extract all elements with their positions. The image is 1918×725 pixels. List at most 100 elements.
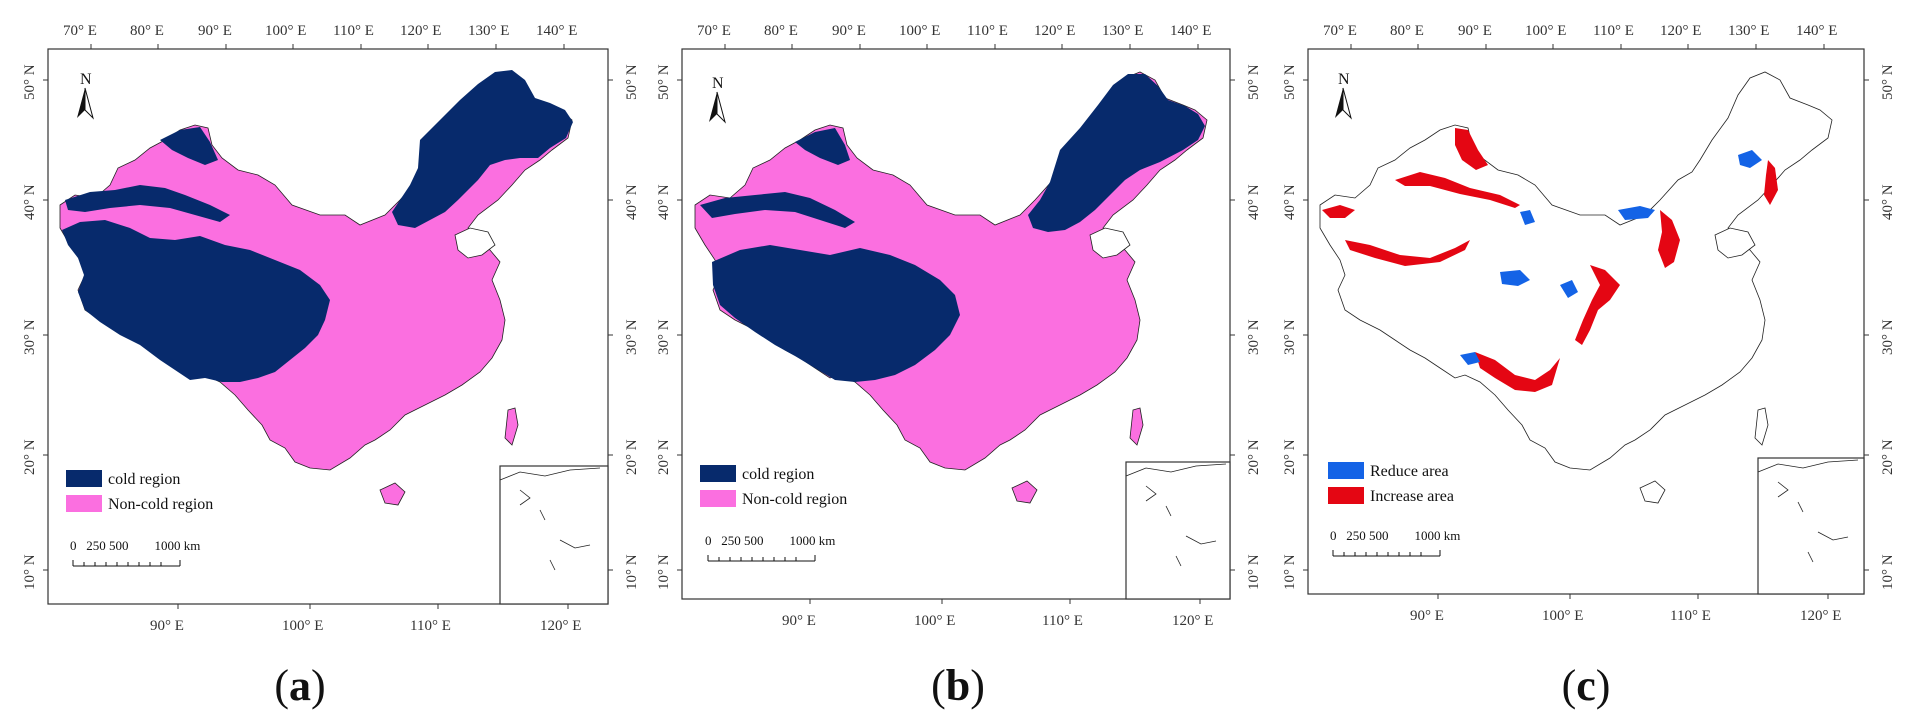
taiwan-island-b: [1129, 407, 1144, 446]
left-tick-label-a: 30° N: [22, 319, 38, 355]
taiwan-island: [504, 407, 519, 446]
bottom-tick-label-c: 100° E: [1542, 608, 1583, 624]
bottom-tick-label-c: 120° E: [1800, 608, 1841, 624]
north-label-c: N: [1338, 71, 1350, 88]
cold-tianshan: [65, 185, 230, 222]
axis-labels: 70° E 80° E 90° E 100° E 110° E 120° E 130° E 1…: [22, 23, 1896, 634]
cold-tianshan-b: [700, 192, 855, 228]
top-tick-label-b: 130° E: [1102, 23, 1143, 39]
reduce-yunnan: [1460, 352, 1480, 365]
increase-qinling: [1575, 265, 1620, 345]
left-tick-label-b: 10° N: [656, 554, 672, 590]
right-tick-label-a: 40° N: [624, 184, 640, 220]
top-tick-label-a: 110° E: [333, 23, 374, 39]
inset-south-china-sea-a: [499, 465, 609, 605]
cold-northeast: [392, 70, 573, 228]
bottom-tick-label-b: 100° E: [914, 613, 955, 629]
right-tick-label-a: 30° N: [624, 319, 640, 355]
left-tick-label-a: 20° N: [22, 439, 38, 475]
right-tick-label-b: 40° N: [1246, 184, 1262, 220]
inset-coast-b: [1125, 463, 1227, 567]
cold-northeast-b: [1028, 74, 1205, 232]
reduce-xinjiang-east: [1520, 210, 1535, 225]
top-tick-label-a: 70° E: [63, 23, 97, 39]
scale-label-c: 0 250 500 1000 km: [1330, 528, 1460, 543]
left-tick-label-c: 40° N: [1282, 184, 1298, 220]
top-tick-label-c: 80° E: [1390, 23, 1424, 39]
bottom-tick-label-a: 110° E: [410, 618, 451, 634]
right-tick-label-b: 50° N: [1246, 64, 1262, 100]
top-tick-label-a: 120° E: [400, 23, 441, 39]
hainan-island-b: [1011, 480, 1038, 504]
left-tick-label-c: 10° N: [1282, 554, 1298, 590]
inset-south-china-sea-b: [1125, 461, 1231, 600]
legend-swatch-increase: [1328, 487, 1364, 504]
right-tick-label-c: 50° N: [1880, 64, 1896, 100]
bottom-tick-label-c: 110° E: [1670, 608, 1711, 624]
left-tick-label-c: 20° N: [1282, 439, 1298, 475]
left-tick-label-a: 40° N: [22, 184, 38, 220]
legend-swatch-cold-b: [700, 465, 736, 482]
increase-hengduan: [1475, 352, 1560, 392]
legend-swatch-reduce: [1328, 462, 1364, 479]
legend-swatch-cold-a: [66, 470, 102, 487]
bottom-tick-label-a: 100° E: [282, 618, 323, 634]
bohai-sea-b: [1089, 227, 1131, 259]
legend-label-reduce: Reduce area: [1370, 463, 1449, 480]
hainan-island: [379, 482, 406, 506]
top-tick-label-a: 80° E: [130, 23, 164, 39]
reduce-hexi: [1618, 206, 1655, 220]
panel-c-frame: [1307, 48, 1865, 595]
scale-bar-c: 0 250 500 1000 km: [1330, 528, 1460, 557]
cold-altai: [160, 127, 218, 165]
top-tick-label-a: 100° E: [265, 23, 306, 39]
top-tick-label-c: 140° E: [1796, 23, 1837, 39]
left-tick-label-c: 50° N: [1282, 64, 1298, 100]
left-tick-label-b: 40° N: [656, 184, 672, 220]
increase-west: [1322, 205, 1355, 218]
legend-label-cold-b: cold region: [742, 466, 814, 483]
cold-tibet: [62, 220, 330, 382]
increase-altai: [1455, 128, 1488, 170]
top-tick-label-c: 90° E: [1458, 23, 1492, 39]
left-tick-label-b: 30° N: [656, 319, 672, 355]
bottom-tick-label-a: 90° E: [150, 618, 184, 634]
caption-b: (b): [931, 661, 985, 710]
legend-label-increase: Increase area: [1370, 488, 1454, 505]
increase-northeast: [1764, 160, 1778, 205]
legend-swatch-noncold-a: [66, 495, 102, 512]
right-tick-label-c: 40° N: [1880, 184, 1896, 220]
top-tick-label-c: 110° E: [1593, 23, 1634, 39]
reduce-sichuan: [1560, 280, 1578, 298]
legend-label-cold-a: cold region: [108, 471, 180, 488]
inset-coast-c: [1757, 459, 1859, 563]
panel-b: N cold region Non-cold region 0 250 500 …: [681, 48, 1231, 710]
caption-a: (a): [274, 661, 325, 710]
caption-letter-c: c: [1576, 661, 1596, 710]
right-tick-label-b: 10° N: [1246, 554, 1262, 590]
bottom-tick-label-b: 120° E: [1172, 613, 1213, 629]
top-tick-label-b: 140° E: [1170, 23, 1211, 39]
top-tick-label-b: 100° E: [899, 23, 940, 39]
top-tick-label-b: 70° E: [697, 23, 731, 39]
legend-label-noncold-a: Non-cold region: [108, 496, 213, 513]
cold-tibet-b: [712, 245, 960, 382]
top-tick-label-b: 110° E: [967, 23, 1008, 39]
hainan-c: [1639, 480, 1666, 504]
bottom-tick-label-b: 90° E: [782, 613, 816, 629]
north-arrow-c: N: [1335, 71, 1352, 120]
north-arrow-b: N: [709, 75, 726, 124]
reduce-daxinganling: [1738, 150, 1762, 168]
bottom-tick-label-c: 90° E: [1410, 608, 1444, 624]
north-label-a: N: [80, 71, 92, 88]
top-tick-label-b: 90° E: [832, 23, 866, 39]
top-tick-label-c: 70° E: [1323, 23, 1357, 39]
scale-label-b: 0 250 500 1000 km: [705, 533, 835, 548]
north-label-b: N: [712, 75, 724, 92]
right-tick-label-b: 30° N: [1246, 319, 1262, 355]
panel-c: N Reduce area Increase area 0 250 500 10…: [1307, 48, 1865, 710]
increase-north-xinjiang: [1395, 172, 1520, 208]
right-tick-label-c: 10° N: [1880, 554, 1896, 590]
bohai-sea: [454, 227, 496, 259]
